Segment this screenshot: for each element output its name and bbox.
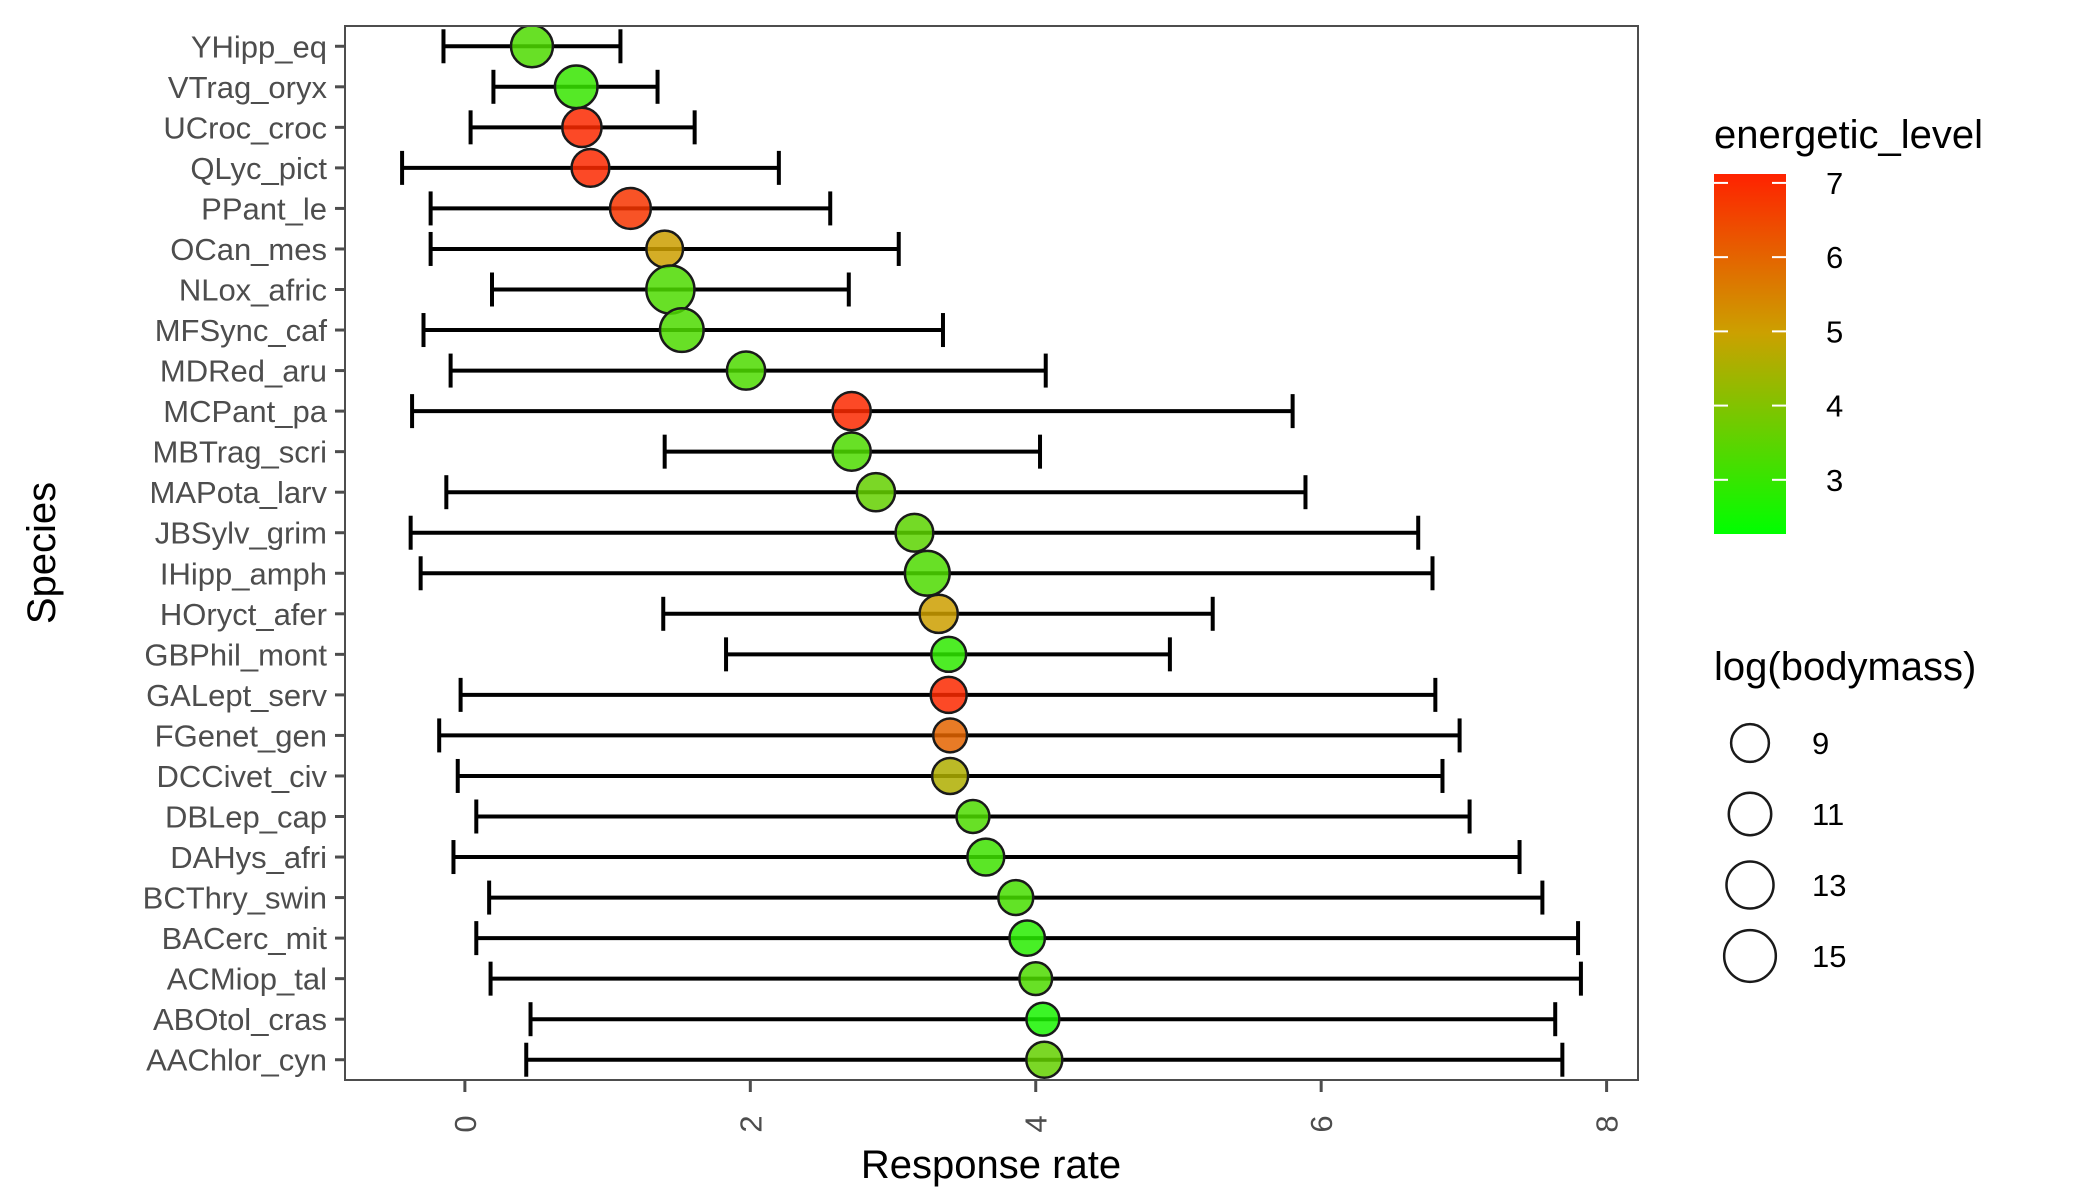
size-legend-label: 13 [1812, 868, 1846, 903]
colorbar-ticks [1714, 181, 1786, 481]
size-legend-circle [1722, 928, 1778, 984]
color-legend-title: energetic_level [1714, 113, 1983, 157]
panel-border [344, 25, 1639, 1081]
data-point [955, 798, 991, 835]
size-legend: log(bodymass) 9 11 13 15 [1714, 645, 1976, 984]
colorbar-label: 4 [1826, 389, 1843, 424]
size-legend-label: 15 [1812, 939, 1846, 974]
y-tick-label: IHipp_amph [160, 556, 327, 591]
y-tick-label: BCThry_swin [143, 881, 327, 916]
data-point [1025, 1001, 1061, 1037]
y-axis-title: Species [20, 482, 64, 624]
size-legend-circle [1727, 791, 1773, 837]
plot-background [345, 26, 1638, 1080]
y-tick-label: DCCivet_civ [156, 759, 327, 794]
y-tick-label: MCPant_pa [163, 394, 327, 429]
data-point [509, 26, 555, 69]
y-tick-label: QLyc_pict [190, 151, 327, 186]
x-axis-ticks [463, 1080, 1609, 1092]
data-point [831, 431, 872, 473]
colorbar-label: 3 [1826, 463, 1843, 498]
data-point [931, 717, 969, 754]
data-point [1018, 961, 1054, 997]
data-point [929, 675, 968, 715]
data-point [645, 264, 696, 315]
size-legend-title: log(bodymass) [1714, 645, 1976, 689]
colorbar-label: 7 [1826, 166, 1843, 201]
data-point [918, 593, 960, 635]
data-point [997, 878, 1035, 917]
colorbar-label: 6 [1826, 240, 1843, 275]
y-tick-label: VTrag_oryx [168, 70, 328, 105]
data-point [831, 390, 872, 432]
colorbar-label: 5 [1826, 314, 1843, 349]
data-point [608, 186, 653, 231]
x-tick-label: 8 [1590, 1115, 1625, 1132]
y-tick-label: PPant_le [201, 191, 327, 226]
y-tick-label: FGenet_gen [155, 718, 327, 753]
x-axis-labels: 0 2 4 6 8 [448, 1115, 1625, 1132]
y-tick-label: BACerc_mit [162, 921, 328, 956]
y-tick-label: GALept_serv [146, 678, 327, 713]
data-point [1025, 1040, 1064, 1079]
points [509, 26, 1064, 1079]
y-tick-label: JBSylv_grim [155, 516, 327, 551]
data-point [645, 229, 685, 269]
x-tick-label: 4 [1019, 1115, 1054, 1132]
x-tick-label: 6 [1304, 1115, 1339, 1132]
data-point [903, 549, 951, 597]
y-tick-label: GBPhil_mont [144, 637, 327, 672]
data-point [966, 837, 1006, 877]
y-tick-label: UCroc_croc [163, 110, 327, 145]
data-point [930, 756, 970, 796]
x-tick-label: 2 [733, 1115, 768, 1132]
y-axis-labels: YHipp_eq VTrag_oryx UCroc_croc QLyc_pict PPa… [143, 29, 328, 1077]
colorbar-labels: 3 4 5 6 7 [1826, 166, 1843, 498]
data-point [1008, 919, 1047, 958]
size-legend-keys: 9 11 13 15 [1722, 722, 1846, 984]
y-tick-label: HOryct_afer [160, 597, 327, 632]
data-point [561, 106, 603, 149]
color-legend: energetic_level 3 4 5 6 7 [1714, 113, 1983, 534]
data-point [725, 350, 767, 391]
y-tick-label: OCan_mes [170, 232, 327, 267]
y-tick-label: MDRed_aru [160, 354, 327, 389]
size-legend-label: 9 [1812, 726, 1829, 761]
y-tick-label: AAChlor_cyn [146, 1043, 327, 1078]
data-point [553, 64, 599, 110]
y-tick-label: MFSync_caf [155, 313, 328, 348]
x-axis-title: Response rate [861, 1143, 1121, 1187]
colorbar [1714, 174, 1786, 534]
size-legend-label: 11 [1812, 797, 1844, 832]
data-point [570, 147, 611, 189]
size-legend-circle [1729, 722, 1771, 764]
y-tick-label: ABOtol_cras [153, 1002, 327, 1037]
data-point [929, 635, 968, 674]
x-tick-label: 0 [448, 1115, 483, 1132]
y-tick-label: MAPota_larv [150, 475, 328, 510]
data-point [894, 512, 935, 553]
y-tick-label: YHipp_eq [191, 29, 327, 64]
y-tick-label: MBTrag_scri [152, 435, 327, 470]
size-legend-circle [1725, 860, 1775, 910]
y-tick-label: DBLep_cap [165, 800, 327, 835]
y-axis-ticks [335, 44, 345, 1062]
y-tick-label: NLox_afric [179, 273, 327, 308]
y-tick-label: DAHys_afri [170, 840, 327, 875]
y-tick-label: ACMiop_tal [167, 962, 327, 997]
data-point [658, 306, 705, 354]
data-point [855, 471, 897, 513]
